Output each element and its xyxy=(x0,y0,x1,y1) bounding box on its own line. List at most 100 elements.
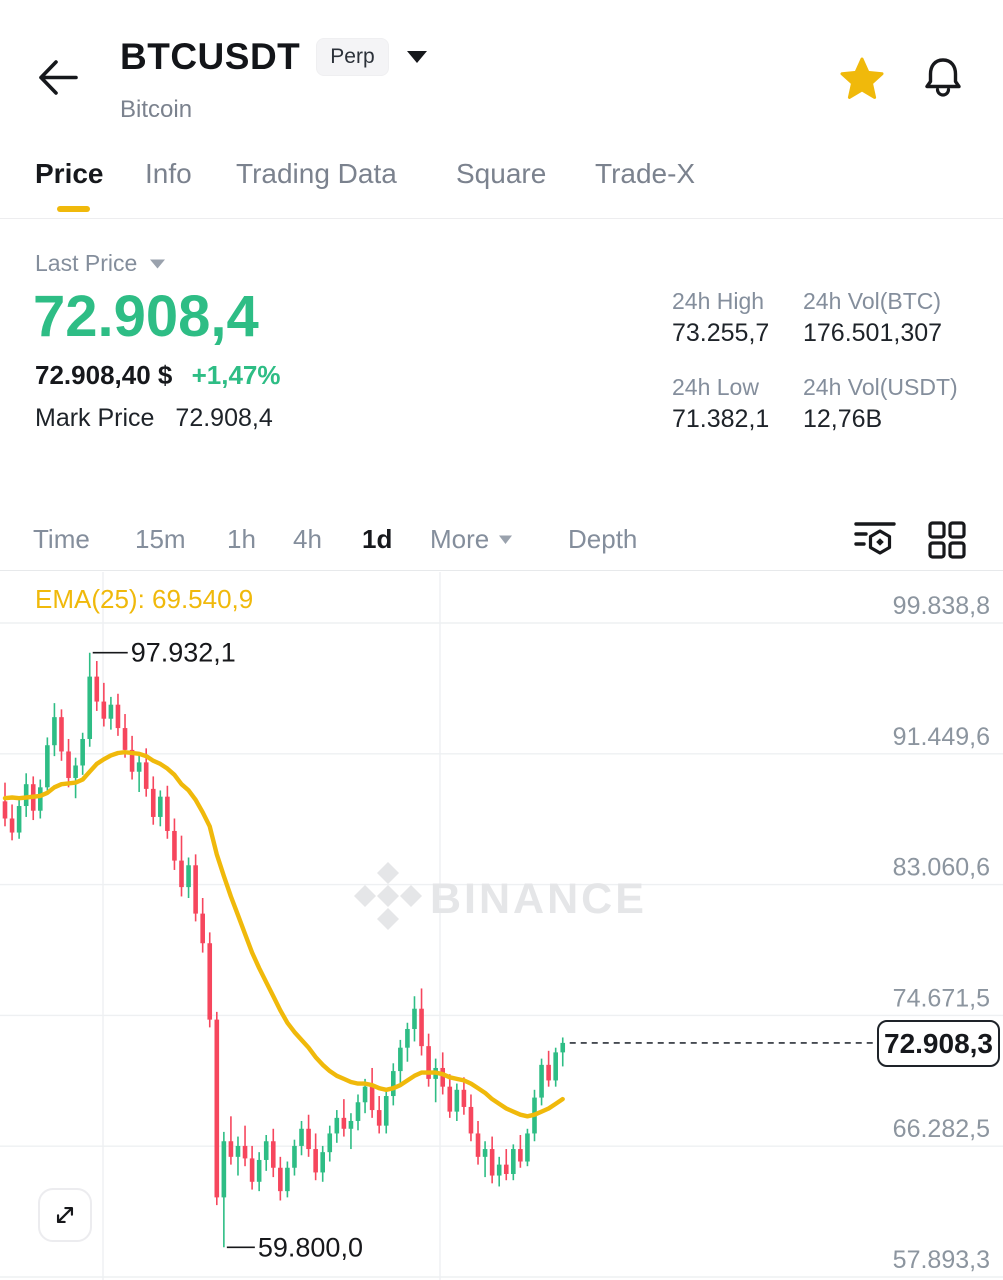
candle-body xyxy=(143,762,149,789)
y-axis-labels: 99.838,8 91.449,6 83.060,6 74.671,5 66.282,5… xyxy=(893,592,990,1274)
candle-body xyxy=(419,1008,424,1047)
candle-body xyxy=(94,676,100,702)
candle-body xyxy=(489,1149,495,1176)
indicators-icon[interactable] xyxy=(852,519,898,561)
logo-diamond xyxy=(400,885,422,907)
candle-body xyxy=(38,787,43,811)
high-price-label: 97.932,1 xyxy=(131,638,236,668)
caret-down-icon xyxy=(150,259,166,268)
candle-body xyxy=(327,1133,333,1153)
candle-body xyxy=(313,1149,318,1173)
candle-body xyxy=(518,1149,523,1162)
candle-body xyxy=(221,1141,227,1198)
candle-body xyxy=(454,1089,460,1112)
candle-body xyxy=(263,1141,269,1160)
expand-icon xyxy=(56,1206,74,1224)
interval-1h[interactable]: 1h xyxy=(227,524,256,554)
last-price-selector[interactable]: Last Price xyxy=(35,250,166,277)
candle-body xyxy=(101,701,107,719)
candle-body xyxy=(539,1064,544,1098)
stat-24h-low-value: 71.382,1 xyxy=(672,405,770,433)
y-axis-tick: 83.060,6 xyxy=(893,854,990,882)
candle-body xyxy=(242,1145,248,1159)
candle-body xyxy=(440,1067,446,1087)
interval-15m[interactable]: 15m xyxy=(135,524,186,554)
symbol-selector[interactable]: BTCUSDT Perp xyxy=(120,36,429,78)
tab-square[interactable]: Square xyxy=(456,158,547,189)
notification-bell-icon[interactable] xyxy=(921,55,965,99)
candle-body xyxy=(73,765,78,778)
tab-info[interactable]: Info xyxy=(145,158,192,189)
candle-body xyxy=(207,943,213,1020)
candle-body xyxy=(362,1086,368,1103)
y-axis-tick: 99.838,8 xyxy=(893,592,990,620)
candle-body xyxy=(122,728,128,750)
candle-body xyxy=(426,1046,431,1079)
candle-body xyxy=(136,762,142,772)
candle-body xyxy=(292,1145,297,1168)
candle-body xyxy=(59,717,64,752)
layout-grid-icon[interactable] xyxy=(926,519,968,561)
binance-logo-icon xyxy=(354,862,422,930)
candle-body xyxy=(405,1028,410,1048)
view-depth[interactable]: Depth xyxy=(568,524,638,554)
last-price-label: Last Price xyxy=(35,250,138,276)
candle-body xyxy=(52,717,57,746)
active-tab-underline xyxy=(57,206,90,212)
candle-body xyxy=(355,1102,361,1121)
candle-body xyxy=(348,1120,354,1129)
favorite-star-icon[interactable] xyxy=(840,56,884,100)
tab-trading-data[interactable]: Trading Data xyxy=(236,158,397,189)
stat-24h-volbtc-label: 24h Vol(BTC) xyxy=(803,288,942,314)
candle-body xyxy=(278,1167,283,1192)
candle-body xyxy=(299,1128,304,1146)
candle-body xyxy=(80,738,85,766)
candle-body xyxy=(560,1042,566,1053)
logo-diamond xyxy=(377,908,399,930)
logo-diamond xyxy=(354,885,376,907)
candle-body xyxy=(306,1128,311,1150)
back-button[interactable] xyxy=(34,54,82,102)
candles-layer xyxy=(2,652,566,1248)
interval-time[interactable]: Time xyxy=(33,524,90,554)
interval-more-dropdown[interactable]: More xyxy=(430,524,513,555)
binance-watermark: BINANCE xyxy=(354,862,644,930)
y-axis-tick: 57.893,3 xyxy=(893,1246,990,1274)
contract-type-badge: Perp xyxy=(316,38,389,76)
stat-24h-volbtc-value: 176.501,307 xyxy=(803,319,943,347)
candle-body xyxy=(214,1019,220,1198)
candle-body xyxy=(200,913,205,944)
chart-top-divider xyxy=(0,570,1003,571)
ema-line xyxy=(2,750,565,1119)
candle-body xyxy=(412,1008,417,1029)
stat-24h-high-label: 24h High xyxy=(672,288,765,314)
mark-price-row: Mark Price 72.908,4 xyxy=(35,404,273,433)
candle-body xyxy=(172,830,177,861)
low-price-label: 59.800,0 xyxy=(258,1232,363,1262)
candle-body xyxy=(193,865,198,914)
interval-4h[interactable]: 4h xyxy=(293,524,322,554)
candle-body xyxy=(391,1071,396,1097)
expand-chart-button[interactable] xyxy=(38,1188,92,1242)
tab-trade-x[interactable]: Trade-X xyxy=(595,158,696,189)
tab-price[interactable]: Price xyxy=(35,158,104,189)
back-arrow-icon xyxy=(39,60,78,95)
caret-down-icon xyxy=(406,51,427,63)
candle-body xyxy=(16,806,22,833)
chart-gridlines xyxy=(0,572,1003,1280)
tabs-divider xyxy=(0,218,1003,219)
candle-body xyxy=(115,704,121,729)
candle-body xyxy=(525,1133,530,1162)
stat-24h-volusdt-label: 24h Vol(USDT) xyxy=(803,374,958,400)
last-price-tag: 72.908,3 xyxy=(877,1020,1000,1067)
candle-body xyxy=(165,796,170,831)
last-price-tag-value: 72.908,3 xyxy=(884,1027,993,1059)
candle-body xyxy=(461,1089,467,1107)
candle-body xyxy=(228,1141,234,1157)
interval-1d[interactable]: 1d xyxy=(362,524,393,554)
candle-body xyxy=(66,751,71,778)
candle-body xyxy=(285,1167,290,1192)
ema-indicator-label[interactable]: EMA(25): 69.540,9 xyxy=(35,584,254,614)
candle-body xyxy=(546,1064,551,1081)
